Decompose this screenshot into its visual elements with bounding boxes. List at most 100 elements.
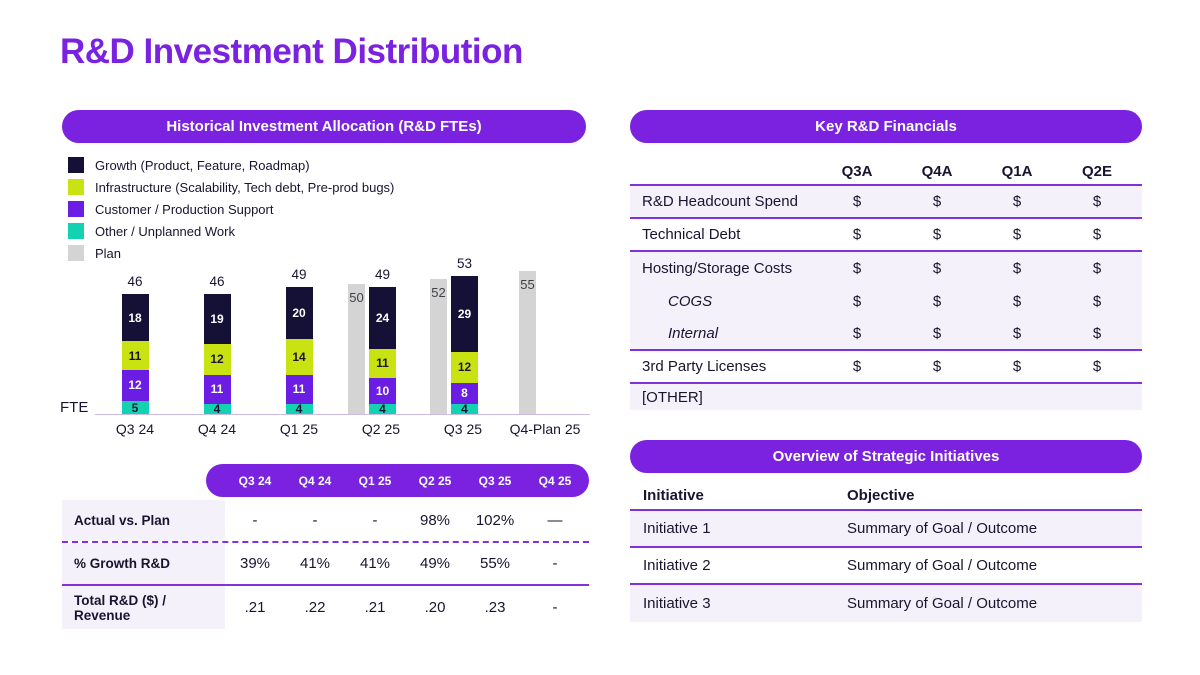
legend-label: Infrastructure (Scalability, Tech debt, … (95, 179, 395, 195)
bar-segment: 11 (369, 349, 396, 378)
table-cell: $ (932, 193, 942, 210)
x-axis-label: Q3 25 (443, 421, 483, 437)
bar-total-label: 49 (291, 266, 307, 282)
column-header: Q4A (921, 162, 953, 180)
quarterly-metrics-rows: Actual vs. Plan - - - 98% 102% — % Growth R&D 39… (62, 500, 589, 629)
row-label: COGS (668, 293, 713, 310)
column-header: Q3 24 (238, 473, 272, 488)
legend-label: Plan (95, 245, 122, 261)
column-header: Q3A (841, 162, 873, 180)
bar-stack: 5 12 11 18 (121, 294, 149, 414)
bar-total-label: 49 (374, 266, 391, 282)
table-cell: $ (1092, 358, 1102, 375)
table-cell: 39% (239, 555, 271, 572)
x-axis-labels: Q3 24 Q4 24 Q1 25 Q2 25 Q3 25 Q4-Plan 25 (95, 421, 590, 439)
table-cell: - (252, 512, 258, 529)
table-cell: $ (852, 260, 862, 277)
table-cell: - (372, 512, 378, 529)
initiative-name-cell: Initiative 3 (643, 595, 711, 612)
initiative-objective-cell: Summary of Goal / Outcome (847, 557, 1038, 574)
row-label: Hosting/Storage Costs (642, 260, 793, 277)
legend-item: Customer / Production Support (68, 201, 394, 217)
stacked-bar-chart: 5 12 11 18 46 4 11 12 19 46 4 11 14 20 49 50 4 10 11 24 49 52… (95, 248, 590, 415)
initiatives-header-pill: Overview of Strategic Initiatives (630, 440, 1142, 473)
table-row: COGS $ $ $ $ (630, 285, 1142, 318)
table-row: Initiative 1 Summary of Goal / Outcome (630, 511, 1142, 548)
x-axis-label: Q1 25 (279, 421, 319, 437)
table-cell: 49% (419, 555, 451, 572)
table-cell: $ (1092, 260, 1102, 277)
table-row: 3rd Party Licenses $ $ $ $ (630, 351, 1142, 384)
legend-label: Other / Unplanned Work (95, 223, 235, 239)
page-title: R&D Investment Distribution (60, 32, 523, 71)
legend-item: Growth (Product, Feature, Roadmap) (68, 157, 394, 173)
left-panel-header-label: Historical Investment Allocation (R&D FT… (166, 118, 482, 135)
column-header: Initiative (643, 487, 704, 504)
table-row: Initiative 2 Summary of Goal / Outcome (630, 548, 1142, 585)
bar-segment: 12 (121, 369, 149, 401)
column-header: Q4 24 (298, 473, 332, 488)
left-panel-header-pill: Historical Investment Allocation (R&D FT… (62, 110, 586, 143)
table-row: [OTHER] (630, 384, 1142, 410)
bar-segment: 5 (121, 401, 149, 414)
bar-stack: 4 10 11 24 (369, 286, 396, 415)
table-row: Internal $ $ $ $ (630, 318, 1142, 351)
plan-bar: 55 (519, 271, 536, 414)
table-row: Hosting/Storage Costs $ $ $ $ (630, 252, 1142, 285)
bar-segment: 11 (285, 375, 313, 404)
column-header: Q1 25 (358, 473, 392, 488)
table-cell: $ (1012, 358, 1022, 375)
table-cell: 41% (359, 555, 391, 572)
bar-segment: 19 (203, 294, 231, 344)
chart-legend: Growth (Product, Feature, Roadmap) Infras… (68, 157, 394, 267)
legend-swatch (68, 201, 84, 217)
table-cell: $ (852, 325, 862, 342)
column-header: Q2 25 (418, 473, 452, 488)
table-cell: $ (1012, 226, 1022, 243)
plan-value-label: 55 (520, 277, 535, 292)
table-row: Technical Debt $ $ $ $ (630, 219, 1142, 252)
table-cell: $ (932, 226, 942, 243)
legend-label: Growth (Product, Feature, Roadmap) (95, 157, 310, 173)
table-cell: .21 (244, 599, 266, 616)
table-cell: 98% (419, 512, 451, 529)
table-cell: 102% (475, 512, 515, 529)
row-label: R&D Headcount Spend (642, 193, 798, 210)
bar-segment: 29 (451, 276, 478, 352)
initiatives-header-row: Initiative Objective (630, 482, 1142, 511)
table-cell: - (312, 512, 318, 529)
plan-bar: 50 (348, 284, 365, 414)
table-cell: $ (852, 293, 862, 310)
financials-header-label: Key R&D Financials (815, 118, 957, 135)
x-axis-label: Q4-Plan 25 (509, 421, 581, 437)
x-axis-label: Q2 25 (361, 421, 401, 437)
legend-swatch (68, 157, 84, 173)
table-cell: .23 (484, 599, 506, 616)
table-row: Initiative 3 Summary of Goal / Outcome (630, 585, 1142, 622)
legend-item: Infrastructure (Scalability, Tech debt, … (68, 179, 394, 195)
table-cell: $ (932, 358, 942, 375)
legend-label: Customer / Production Support (95, 201, 274, 217)
table-cell: $ (1012, 325, 1022, 342)
legend-swatch (68, 223, 84, 239)
column-header: Objective (847, 487, 915, 504)
table-cell: $ (1092, 325, 1102, 342)
initiative-objective-cell: Summary of Goal / Outcome (847, 520, 1038, 537)
initiative-name-cell: Initiative 1 (643, 520, 711, 537)
table-cell: $ (1012, 260, 1022, 277)
initiative-objective-cell: Summary of Goal / Outcome (847, 595, 1038, 612)
bar-segment: 10 (369, 377, 396, 404)
initiatives-header-label: Overview of Strategic Initiatives (772, 448, 1000, 465)
bar-segment: 4 (203, 403, 231, 415)
legend-item: Plan (68, 245, 394, 261)
column-header: Q1A (1001, 162, 1033, 180)
financials-header-row: Q3A Q4A Q1A Q2E (630, 158, 1142, 186)
legend-swatch (68, 245, 84, 261)
table-cell: .22 (304, 599, 326, 616)
table-cell: $ (1092, 226, 1102, 243)
bar-segment: 18 (121, 294, 149, 342)
table-row: % Growth R&D 39% 41% 41% 49% 55% - (62, 543, 589, 586)
column-header: Q3 25 (478, 473, 512, 488)
bar-segment: 4 (369, 403, 396, 415)
bar-stack: 4 11 12 19 (203, 294, 231, 415)
